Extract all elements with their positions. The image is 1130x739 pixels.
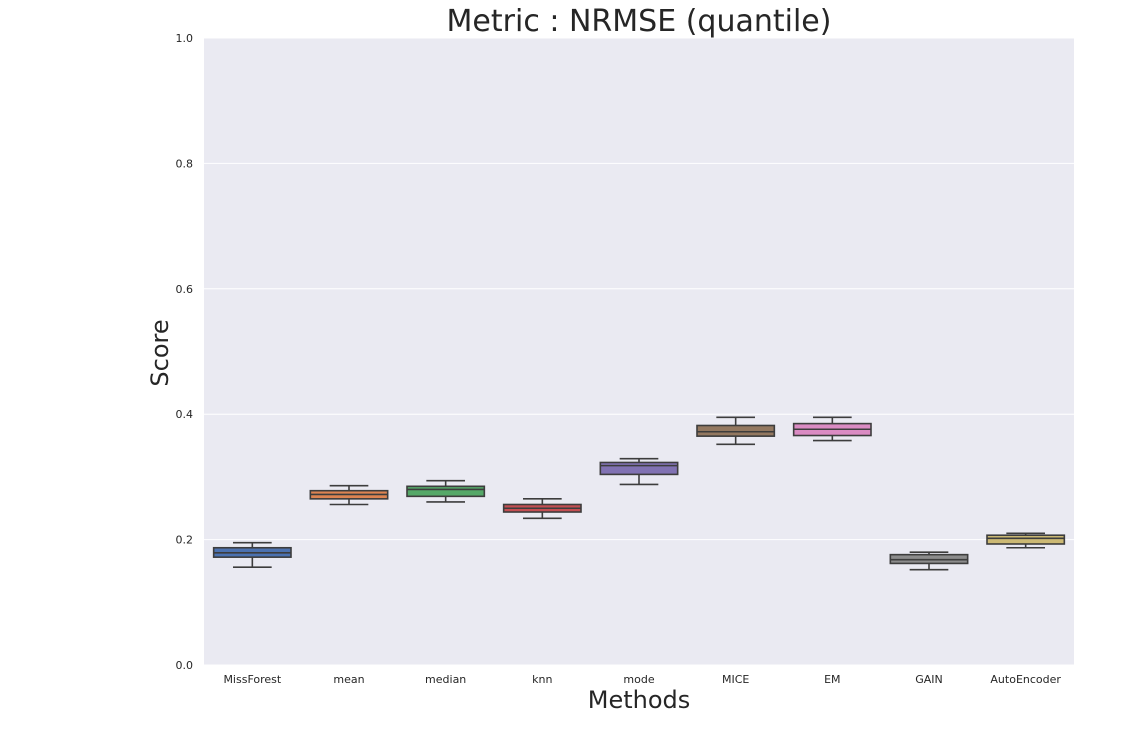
box-AutoEncoder bbox=[986, 532, 1066, 549]
box-MissForest bbox=[212, 541, 292, 568]
x-axis-label: Methods bbox=[588, 686, 691, 714]
y-tick-label: 0.2 bbox=[176, 534, 194, 547]
grid-lines bbox=[204, 37, 1074, 666]
y-tick-label: 0.0 bbox=[176, 659, 194, 672]
x-tick-label: MissForest bbox=[223, 673, 281, 686]
y-tick-label: 0.4 bbox=[176, 408, 194, 421]
plot-background bbox=[204, 38, 1074, 665]
box-body bbox=[406, 485, 486, 498]
y-tick-label: 0.8 bbox=[176, 157, 194, 170]
x-ticks: MissForest mean median knn mode MICE EM GAIN Aut… bbox=[223, 673, 1061, 686]
x-tick-label: knn bbox=[532, 673, 552, 686]
x-tick-label: MICE bbox=[722, 673, 749, 686]
y-tick-label: 1.0 bbox=[176, 32, 194, 45]
x-tick-label: mode bbox=[623, 673, 654, 686]
box-body bbox=[599, 461, 679, 476]
box-knn bbox=[502, 498, 582, 520]
box-EM bbox=[792, 416, 872, 442]
y-axis-label: Score bbox=[146, 319, 174, 386]
x-tick-label: EM bbox=[824, 673, 840, 686]
x-tick-label: GAIN bbox=[915, 673, 943, 686]
box-body bbox=[986, 534, 1066, 545]
boxes bbox=[212, 416, 1066, 571]
x-tick-label: median bbox=[425, 673, 466, 686]
box-mode bbox=[599, 457, 679, 486]
box-median bbox=[406, 479, 486, 503]
y-ticks: 0.0 0.2 0.4 0.6 0.8 1.0 bbox=[176, 32, 194, 672]
box-MICE bbox=[696, 416, 776, 446]
x-tick-label: mean bbox=[333, 673, 364, 686]
chart-title: Metric : NRMSE (quantile) bbox=[447, 4, 832, 39]
box-mean bbox=[309, 484, 389, 506]
x-tick-label: AutoEncoder bbox=[990, 673, 1061, 686]
box-body bbox=[696, 424, 776, 437]
box-GAIN bbox=[889, 551, 969, 571]
y-tick-label: 0.6 bbox=[176, 283, 194, 296]
